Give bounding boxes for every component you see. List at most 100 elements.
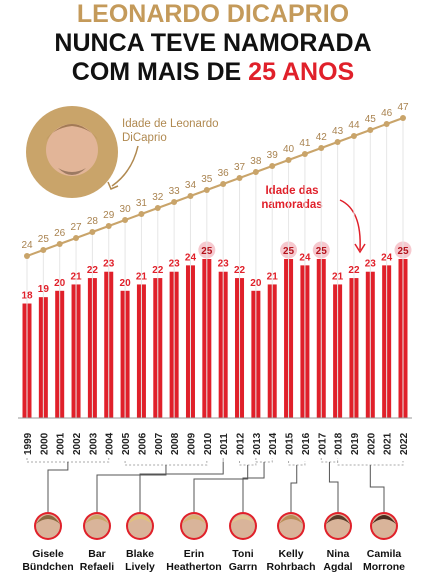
bracket-connector	[242, 462, 265, 512]
girlfriend-name: Gisele	[32, 548, 64, 560]
age-point	[122, 217, 129, 223]
age-point	[154, 205, 161, 211]
age-label: 40	[283, 144, 295, 155]
x-tick-label: 2005	[121, 432, 132, 455]
x-tick-label: 2003	[88, 432, 99, 455]
x-tick-label: 1999	[23, 432, 34, 455]
x-tick-label: 2017	[317, 432, 328, 455]
portrait-hair	[46, 124, 98, 140]
bracket	[239, 461, 257, 466]
girlfriend-name: Heatherton	[166, 561, 221, 573]
girlfriend-name: Rohrbach	[266, 561, 315, 573]
age-label: 38	[250, 156, 262, 167]
portrait-beard	[58, 168, 86, 175]
age-label: 36	[218, 168, 230, 179]
age-point	[138, 211, 145, 217]
age-point	[383, 121, 390, 127]
x-tick-label: 2007	[154, 432, 165, 455]
age-label: 45	[365, 114, 377, 125]
girlfriend-name: Bündchen	[22, 561, 73, 573]
age-label: 27	[70, 222, 82, 233]
bracket-connector	[290, 465, 298, 512]
girlfriend-hair	[279, 515, 303, 524]
age-point	[203, 187, 210, 193]
x-tick-label: 2008	[170, 432, 181, 455]
age-label: 34	[185, 180, 197, 191]
bracket	[26, 458, 110, 463]
bracket-connector	[96, 465, 167, 512]
age-label: 32	[152, 192, 164, 203]
x-tick-label: 2009	[186, 432, 197, 455]
girlfriend-hair	[182, 515, 206, 524]
age-label: 44	[348, 120, 360, 131]
age-label: 43	[332, 126, 344, 137]
x-tick-label: 2012	[236, 432, 247, 455]
x-tick-label: 2004	[105, 432, 116, 455]
age-point	[367, 127, 374, 133]
age-point	[187, 193, 194, 199]
annotation-arrow	[111, 145, 139, 187]
age-label: 35	[201, 174, 213, 185]
girlfriend-name: Erin	[184, 548, 204, 560]
age-label: 30	[120, 204, 132, 215]
girlfriend-name: Camila	[367, 548, 402, 560]
bracket-connector	[47, 462, 69, 512]
girlfriend-name: Agdal	[323, 561, 352, 573]
girlfriend-hair	[36, 515, 60, 524]
annotation-bar-arrow	[339, 199, 361, 251]
x-tick-label: 2010	[203, 432, 214, 455]
annotation-bar: Idade das namoradas	[261, 185, 322, 211]
girlfriend-name: Blake	[126, 548, 154, 560]
bracket	[337, 461, 404, 466]
x-tick-label: 2022	[399, 432, 410, 455]
girlfriend-hair	[128, 515, 152, 524]
age-point	[252, 169, 259, 175]
age-label: 28	[87, 216, 99, 227]
age-point	[400, 115, 406, 121]
x-tick-label: 2021	[383, 432, 394, 455]
x-tick-label: 2016	[301, 432, 312, 455]
age-point	[171, 199, 178, 205]
girlfriend-name: Bar	[88, 548, 106, 560]
age-point	[269, 163, 276, 169]
bracket	[124, 461, 208, 466]
age-point	[40, 247, 47, 253]
x-tick-label: 2014	[268, 432, 279, 455]
bracket-connector	[328, 462, 339, 512]
x-tick-label: 2013	[252, 432, 263, 455]
x-tick-label: 2002	[72, 432, 83, 455]
age-label: 31	[136, 198, 148, 209]
age-label: 41	[299, 138, 311, 149]
age-label: 47	[397, 102, 409, 113]
x-tick-label: 2011	[219, 433, 230, 455]
annotation-bar-arrowhead	[354, 243, 366, 254]
x-tick-label: 2015	[285, 432, 296, 455]
age-point	[301, 151, 308, 157]
girlfriend-hair	[231, 515, 255, 524]
age-label: 33	[169, 186, 181, 197]
age-label: 37	[234, 162, 246, 173]
title-line2: NUNCA TEVE NAMORADA	[54, 29, 371, 57]
age-point	[350, 133, 357, 139]
age-point	[236, 175, 243, 181]
bracket-connector	[193, 465, 249, 512]
bracket	[320, 458, 339, 463]
age-label: 39	[267, 150, 279, 161]
age-label: 46	[381, 108, 393, 119]
girlfriend-name: Lively	[125, 561, 155, 573]
bracket-connector	[369, 465, 385, 512]
girlfriend-name: Refaeli	[80, 561, 115, 573]
age-point	[334, 139, 341, 145]
girlfriend-hair	[372, 515, 396, 524]
portrait-face	[46, 124, 98, 176]
title-line1: LEONARDO DICAPRIO	[77, 0, 349, 28]
bracket	[288, 461, 306, 466]
age-point	[105, 223, 112, 229]
title-line3: COM MAIS DE 25 ANOS	[72, 58, 354, 86]
age-point	[73, 235, 80, 241]
age-label: 25	[38, 234, 50, 245]
x-tick-label: 2020	[366, 432, 377, 455]
age-point	[89, 229, 96, 235]
x-tick-label: 2001	[56, 432, 67, 455]
